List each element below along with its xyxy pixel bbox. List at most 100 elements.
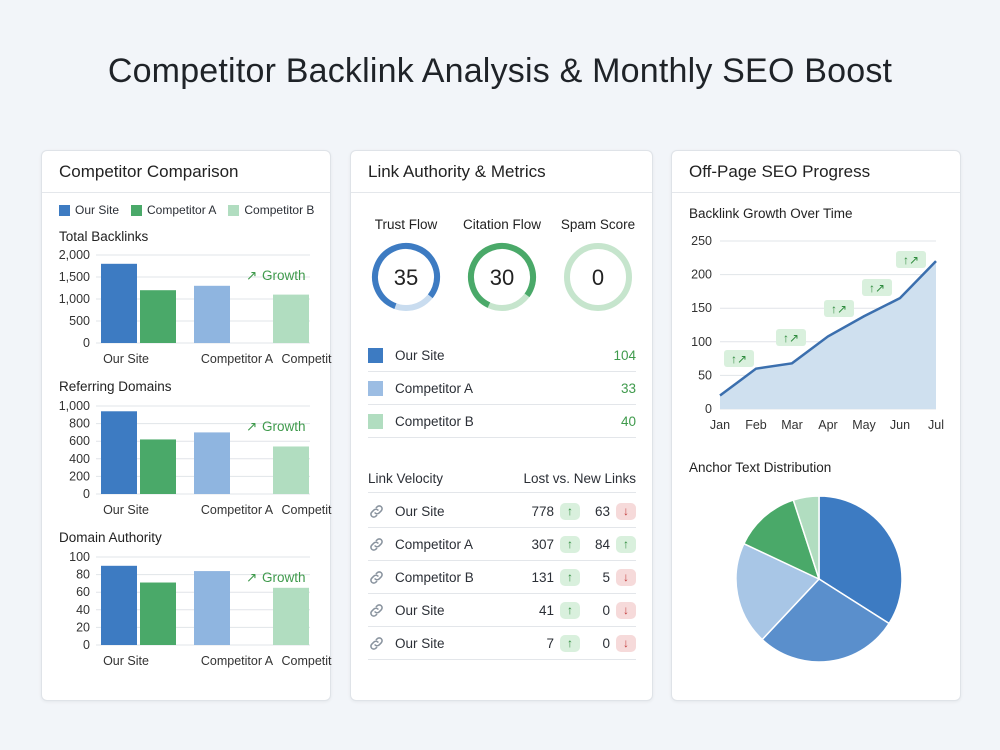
x-tick-label: Mar xyxy=(781,418,803,432)
bar xyxy=(140,582,176,645)
pie-slice xyxy=(761,578,891,663)
x-tick-label: Jun xyxy=(890,418,910,432)
competitor-comparison-card: Competitor Comparison Our Site Competito… xyxy=(41,150,332,701)
velocity-row: Our Site 7 ↑ 0 ↓ xyxy=(368,627,636,660)
y-tick-label: 0 xyxy=(83,487,90,501)
chart-title-total-backlinks: Total Backlinks xyxy=(59,229,149,244)
velocity-site-name: Our Site xyxy=(395,503,445,519)
y-tick-label: 50 xyxy=(698,368,712,382)
y-tick-label: 100 xyxy=(69,550,90,564)
row-label: Competitor B xyxy=(395,413,474,429)
trend-badge: ↑↗ xyxy=(896,251,926,268)
pie-slice xyxy=(735,542,821,641)
x-tick-label: Feb xyxy=(745,418,767,432)
bar xyxy=(101,263,137,343)
growth-label: Growth xyxy=(262,268,306,283)
growth-arrow-icon: ↗ xyxy=(246,268,257,283)
x-tick-label: Competitor B xyxy=(282,503,332,517)
x-tick-label: Our Site xyxy=(103,654,149,668)
y-tick-label: 1,500 xyxy=(59,270,90,284)
link-velocity-header: Link Velocity Lost vs. New Links xyxy=(368,465,636,493)
total-backlinks-chart: 2,000 1,500 1,000 500 0 Our Site Competitor A C… xyxy=(59,248,332,366)
y-tick-label: 1,000 xyxy=(59,399,90,413)
bar xyxy=(273,587,309,645)
y-tick-label: 0 xyxy=(83,638,90,652)
row-swatch xyxy=(368,380,383,396)
legend-label: Competitor A xyxy=(147,203,217,217)
y-tick-label: 0 xyxy=(83,336,90,350)
velocity-site-name: Competitor A xyxy=(395,536,474,552)
trend-up-arrows-icon: ↑↗ xyxy=(731,352,747,366)
bar xyxy=(140,439,176,494)
x-tick-label: May xyxy=(852,418,876,432)
arrow-down-icon: ↓ xyxy=(616,502,636,520)
badge-bg xyxy=(896,251,926,268)
bar xyxy=(140,290,176,343)
gauge-value: 30 xyxy=(490,265,514,290)
off-page-seo-card: Off-Page SEO Progress Backlink Growth Ov… xyxy=(671,150,961,701)
link-icon xyxy=(368,635,385,652)
velocity-row: Competitor A 307 ↑ 84 ↑ xyxy=(368,528,636,561)
arrow-up-icon: ↑ xyxy=(560,601,580,619)
lost-links-value: 778 xyxy=(531,503,554,519)
x-tick-label: Jan xyxy=(710,418,730,432)
trend-up-arrows-icon: ↑↗ xyxy=(869,281,885,295)
metric-row-our-site: Our Site 104 xyxy=(368,339,636,372)
legend-label: Competitor B xyxy=(244,203,315,217)
legend-swatch xyxy=(131,204,143,216)
y-tick-label: 60 xyxy=(76,585,90,599)
x-tick-label: Competitor A xyxy=(201,503,274,517)
row-label: Competitor A xyxy=(395,380,474,396)
y-tick-label: 40 xyxy=(76,603,90,617)
gauge-label: Trust Flow xyxy=(374,217,438,232)
arrow-down-icon: ↓ xyxy=(616,634,636,652)
gauge-label: Spam Score xyxy=(560,217,636,232)
series-line xyxy=(719,260,937,397)
trend-up-arrows-icon: ↑↗ xyxy=(783,331,799,345)
x-tick-label: Our Site xyxy=(103,503,149,517)
link-icon xyxy=(368,569,385,586)
area-fill xyxy=(720,261,936,409)
spam-score-gauge: Spam Score 0 xyxy=(553,217,643,314)
badge-bg xyxy=(776,329,806,346)
legend-item-competitor-b: Competitor B xyxy=(228,203,314,217)
x-tick-label: Apr xyxy=(818,418,837,432)
gauge-arc xyxy=(372,243,440,311)
card-title: Link Authority & Metrics xyxy=(351,151,652,193)
x-tick-label: Jul xyxy=(928,418,944,432)
gauge-ring: 30 xyxy=(468,243,536,311)
arrow-up-icon: ↑ xyxy=(560,535,580,553)
page-title: Competitor Backlink Analysis & Monthly S… xyxy=(107,52,893,90)
arrow-up-icon: ↑ xyxy=(616,535,636,553)
link-icon xyxy=(368,536,385,553)
card-title: Off-Page SEO Progress xyxy=(672,151,960,193)
gauge-track xyxy=(564,243,632,311)
bar xyxy=(273,294,309,343)
gauge-value: 35 xyxy=(394,265,418,290)
trend-badge: ↑↗ xyxy=(724,350,754,367)
badge-bg xyxy=(862,279,892,296)
legend-item-our-site: Our Site xyxy=(59,203,119,217)
new-links-value: 63 xyxy=(594,503,610,519)
trend-badge: ↑↗ xyxy=(862,279,892,296)
pie-slice xyxy=(792,495,820,580)
backlink-growth-chart: 250 200 150 100 50 0 Jan Feb Mar Apr May Jun Jul ↑↗ ↑↗… xyxy=(691,234,944,432)
citation-flow-gauge: Citation Flow 30 xyxy=(457,217,547,314)
trust-flow-gauge: Trust Flow 35 xyxy=(361,217,451,314)
lost-links-value: 131 xyxy=(531,569,554,585)
velocity-row: Our Site 41 ↑ 0 ↓ xyxy=(368,594,636,627)
card-title: Competitor Comparison xyxy=(42,151,330,193)
arrow-up-icon: ↑ xyxy=(560,634,580,652)
trend-up-arrows-icon: ↑↗ xyxy=(831,302,847,316)
velocity-site-name: Our Site xyxy=(395,602,445,618)
growth-label: Growth xyxy=(262,570,306,585)
x-tick-label: Competitor A xyxy=(201,654,274,668)
domain-authority-chart: 100 80 60 40 20 0 Our Site Competitor A Competit… xyxy=(69,550,332,668)
gauge-ring: 35 xyxy=(372,243,440,311)
link-icon xyxy=(368,503,385,520)
legend-label: Our Site xyxy=(75,203,120,217)
bar xyxy=(273,446,309,494)
velocity-site-name: Our Site xyxy=(395,635,445,651)
badge-bg xyxy=(724,350,754,367)
trend-badge: ↑↗ xyxy=(776,329,806,346)
